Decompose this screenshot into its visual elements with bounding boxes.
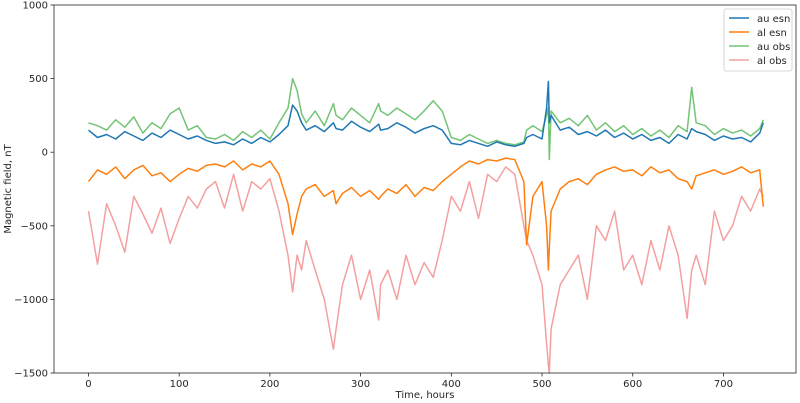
series-line-al-esn [87, 157, 765, 271]
x-tick-label: 500 [532, 379, 551, 390]
y-tick-label: −1000 [14, 295, 48, 306]
x-tick-label: 0 [85, 379, 91, 390]
series-lines [87, 77, 765, 374]
legend-label-au-obs: au obs [757, 42, 790, 53]
series-line-al-obs [87, 166, 764, 374]
x-axis-label: Time, hours [395, 390, 455, 401]
x-tick-label: 200 [260, 379, 279, 390]
legend-label-al-esn: al esn [757, 28, 787, 39]
x-tick-label: 100 [170, 379, 189, 390]
series-line-au-esn [88, 80, 765, 148]
y-tick-label: 500 [29, 74, 48, 85]
x-axis-ticks: 0 100 200 300 400 500 600 700 [85, 373, 733, 390]
series-line-au-obs [88, 77, 764, 161]
x-tick-label: 400 [442, 379, 461, 390]
legend: au esn al esn au obs al obs [723, 8, 793, 72]
y-axis-label: Magnetic field, nT [3, 143, 14, 233]
y-tick-label: −500 [21, 221, 48, 232]
y-axis-ticks: 1000 500 0 −500 −1000 −1500 [14, 1, 54, 380]
x-tick-label: 700 [714, 379, 733, 390]
legend-label-al-obs: al obs [757, 56, 787, 67]
legend-label-au-esn: au esn [757, 14, 790, 25]
y-tick-label: 0 [42, 148, 48, 159]
y-tick-label: 1000 [23, 1, 48, 12]
x-tick-label: 300 [351, 379, 370, 390]
legend-box [723, 8, 793, 72]
plot-area-frame [53, 4, 797, 374]
x-tick-label: 600 [623, 379, 642, 390]
y-tick-label: −1500 [14, 369, 48, 380]
